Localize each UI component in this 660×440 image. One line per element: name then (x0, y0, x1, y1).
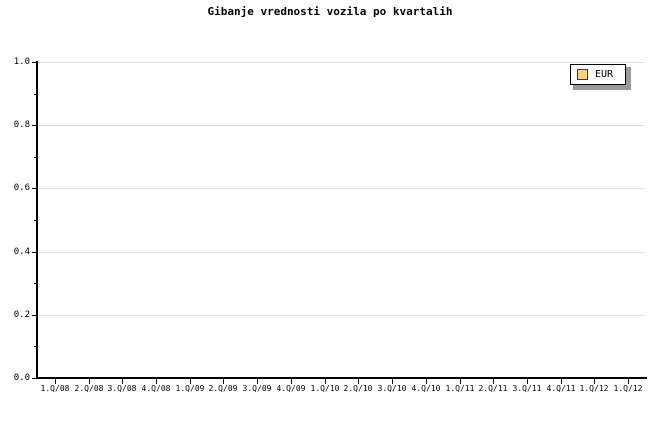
y-axis-label: 0.6 (13, 183, 30, 193)
x-tick (257, 379, 258, 384)
x-tick (358, 379, 359, 384)
gridline-y (38, 62, 645, 63)
y-axis-label: 0.0 (13, 373, 30, 383)
x-axis-label: 4.Q/08 (141, 384, 171, 393)
x-axis-label: 2.Q/08 (74, 384, 104, 393)
y-tick-minor (34, 283, 38, 284)
x-tick (55, 379, 56, 384)
x-axis-label: 1.Q/10 (310, 384, 340, 393)
y-tick-minor (34, 220, 38, 221)
x-tick (156, 379, 157, 384)
x-axis-label: 3.Q/11 (512, 384, 542, 393)
x-tick (594, 379, 595, 384)
x-tick (291, 379, 292, 384)
x-tick (392, 379, 393, 384)
x-axis-label: 4.Q/09 (276, 384, 306, 393)
y-tick-minor (34, 94, 38, 95)
x-tick (122, 379, 123, 384)
gridline-y (38, 252, 645, 253)
x-axis-label: 1.Q/09 (175, 384, 205, 393)
gridline-y (38, 125, 645, 126)
y-tick-major (32, 378, 38, 379)
x-axis-label: 4.Q/11 (546, 384, 576, 393)
x-axis-label: 1.Q/08 (40, 384, 70, 393)
x-tick (325, 379, 326, 384)
y-tick-major (32, 62, 38, 63)
x-axis-label: 2.Q/09 (208, 384, 238, 393)
x-axis-label: 1.Q/12 (579, 384, 609, 393)
legend-label-eur: EUR (595, 68, 614, 80)
x-tick (527, 379, 528, 384)
x-axis-label: 3.Q/09 (242, 384, 272, 393)
x-axis-label: 3.Q/10 (377, 384, 407, 393)
x-axis-label: 2.Q/11 (478, 384, 508, 393)
x-tick (223, 379, 224, 384)
x-axis-label: 3.Q/08 (107, 384, 137, 393)
x-axis-label: 1.Q/11 (445, 384, 475, 393)
x-tick (493, 379, 494, 384)
x-tick (561, 379, 562, 384)
y-tick-major (32, 252, 38, 253)
x-axis-spine (36, 377, 647, 379)
y-axis: 0.0 0.2 0.4 0.6 0.8 1.0 (0, 0, 38, 440)
plot-area (38, 62, 645, 378)
y-tick-major (32, 188, 38, 189)
legend[interactable]: EUR (570, 64, 626, 85)
legend-swatch-eur (577, 69, 588, 80)
x-axis-label: 1.Q/12 (613, 384, 643, 393)
y-tick-minor (34, 346, 38, 347)
y-axis-label: 0.2 (13, 310, 30, 320)
y-axis-label: 0.4 (13, 247, 30, 257)
x-tick (190, 379, 191, 384)
gridline-y (38, 188, 645, 189)
chart-title: Gibanje vrednosti vozila po kvartalih (207, 5, 453, 18)
x-tick (460, 379, 461, 384)
y-tick-major (32, 315, 38, 316)
y-axis-label: 0.8 (13, 120, 30, 130)
x-tick (426, 379, 427, 384)
plot-background (38, 62, 645, 378)
x-tick (89, 379, 90, 384)
x-tick (628, 379, 629, 384)
x-axis-label: 2.Q/10 (343, 384, 373, 393)
y-tick-minor (34, 157, 38, 158)
y-tick-major (32, 125, 38, 126)
gridline-y (38, 315, 645, 316)
x-axis-label: 4.Q/10 (411, 384, 441, 393)
y-axis-label: 1.0 (13, 57, 30, 67)
